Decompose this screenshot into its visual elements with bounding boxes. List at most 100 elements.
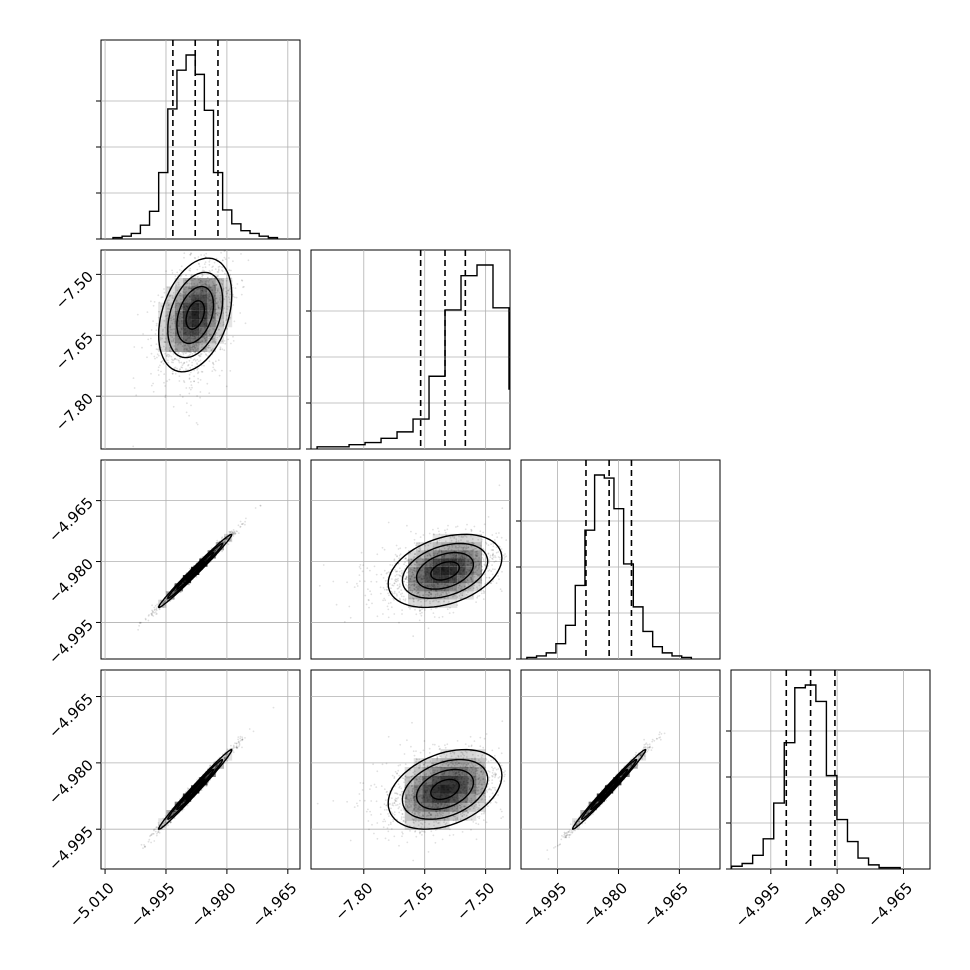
scatter-point bbox=[215, 343, 217, 346]
scatter-point bbox=[220, 334, 222, 337]
contour-2 bbox=[167, 542, 224, 600]
scatter-point bbox=[186, 351, 189, 354]
scatter-point bbox=[245, 517, 247, 520]
scatter-point bbox=[405, 564, 408, 567]
scatter-point bbox=[169, 326, 172, 329]
density-cell bbox=[207, 278, 216, 287]
scatter-point bbox=[223, 256, 226, 259]
scatter-point bbox=[197, 360, 200, 363]
contour-2 bbox=[167, 271, 224, 359]
scatter-point bbox=[172, 812, 175, 815]
scatter-point bbox=[412, 573, 414, 576]
scatter-point bbox=[496, 536, 499, 539]
scatter-point bbox=[174, 358, 176, 360]
density-cell bbox=[182, 294, 192, 303]
density-cell bbox=[174, 335, 183, 344]
scatter-point bbox=[214, 287, 217, 290]
scatter-point bbox=[428, 591, 430, 594]
scatter-point bbox=[466, 579, 469, 582]
scatter-point bbox=[234, 532, 237, 535]
scatter-point bbox=[234, 532, 236, 534]
scatter-point bbox=[198, 341, 201, 344]
density-cell bbox=[457, 591, 466, 600]
scatter-point bbox=[193, 345, 196, 348]
scatter-point bbox=[201, 371, 204, 373]
scatter-point bbox=[413, 567, 416, 570]
scatter-point bbox=[214, 292, 217, 294]
scatter-point bbox=[408, 559, 410, 561]
scatter-point bbox=[231, 531, 234, 534]
scatter-point bbox=[474, 553, 477, 556]
density-cell bbox=[166, 319, 175, 328]
scatter-point bbox=[417, 591, 419, 594]
scatter-point bbox=[196, 358, 199, 361]
scatter-point bbox=[512, 589, 514, 591]
scatter-point bbox=[162, 328, 164, 331]
scatter-point bbox=[420, 600, 422, 603]
scatter-point bbox=[471, 538, 474, 540]
scatter-point bbox=[155, 343, 158, 346]
scatter-point bbox=[476, 554, 479, 557]
panel-content bbox=[311, 460, 514, 659]
scatter-point bbox=[470, 580, 473, 582]
scatter-point bbox=[217, 269, 220, 272]
scatter-point bbox=[422, 594, 424, 596]
scatter-point bbox=[228, 531, 231, 533]
scatter-point bbox=[436, 540, 439, 542]
scatter-point bbox=[480, 582, 482, 585]
scatter-point bbox=[160, 599, 162, 602]
scatter-point bbox=[446, 545, 449, 547]
density-cell bbox=[166, 310, 175, 320]
scatter-point bbox=[419, 598, 422, 600]
density-cell bbox=[465, 533, 474, 543]
scatter-point bbox=[383, 548, 386, 551]
scatter-point bbox=[238, 741, 241, 744]
scatter-point bbox=[214, 766, 216, 769]
scatter-point bbox=[469, 587, 472, 590]
scatter-point bbox=[467, 584, 470, 586]
scatter-point bbox=[434, 552, 436, 555]
scatter-point bbox=[239, 520, 242, 523]
scatter-point bbox=[478, 594, 481, 597]
scatter-point bbox=[419, 547, 422, 550]
scatter-point bbox=[198, 281, 201, 284]
scatter-point bbox=[200, 364, 203, 367]
scatter-point bbox=[410, 584, 412, 587]
scatter-point bbox=[152, 390, 155, 393]
scatter-point bbox=[427, 627, 430, 630]
scatter-point bbox=[188, 351, 190, 353]
scatter-point bbox=[438, 548, 441, 551]
scatter-point bbox=[171, 358, 173, 361]
scatter-point bbox=[446, 593, 448, 596]
scatter-point bbox=[215, 549, 218, 551]
scatter-point bbox=[176, 309, 179, 312]
scatter-point bbox=[414, 577, 417, 579]
scatter-point bbox=[164, 396, 167, 398]
density-cell bbox=[207, 319, 216, 328]
density-cell bbox=[199, 335, 208, 344]
scatter-point bbox=[363, 580, 366, 583]
scatter-point bbox=[494, 555, 496, 557]
scatter-point bbox=[414, 567, 417, 570]
scatter-point bbox=[406, 559, 408, 561]
scatter-point bbox=[428, 532, 431, 535]
scatter-point bbox=[185, 387, 188, 389]
scatter-point bbox=[199, 391, 202, 393]
density-cell bbox=[174, 294, 183, 303]
scatter-point bbox=[413, 569, 416, 572]
scatter-point bbox=[193, 344, 196, 346]
scatter-point bbox=[193, 351, 195, 354]
scatter-point bbox=[480, 540, 483, 543]
scatter-point bbox=[180, 265, 183, 268]
scatter-point bbox=[223, 298, 226, 301]
scatter-point bbox=[221, 536, 224, 539]
panel-content bbox=[101, 250, 300, 449]
scatter-point bbox=[223, 349, 226, 352]
scatter-point bbox=[215, 548, 218, 551]
scatter-point bbox=[199, 359, 202, 362]
scatter-point bbox=[482, 531, 485, 534]
scatter-point bbox=[230, 530, 233, 533]
scatter-point bbox=[491, 553, 494, 556]
scatter-point bbox=[153, 301, 156, 303]
scatter-point bbox=[223, 757, 226, 759]
